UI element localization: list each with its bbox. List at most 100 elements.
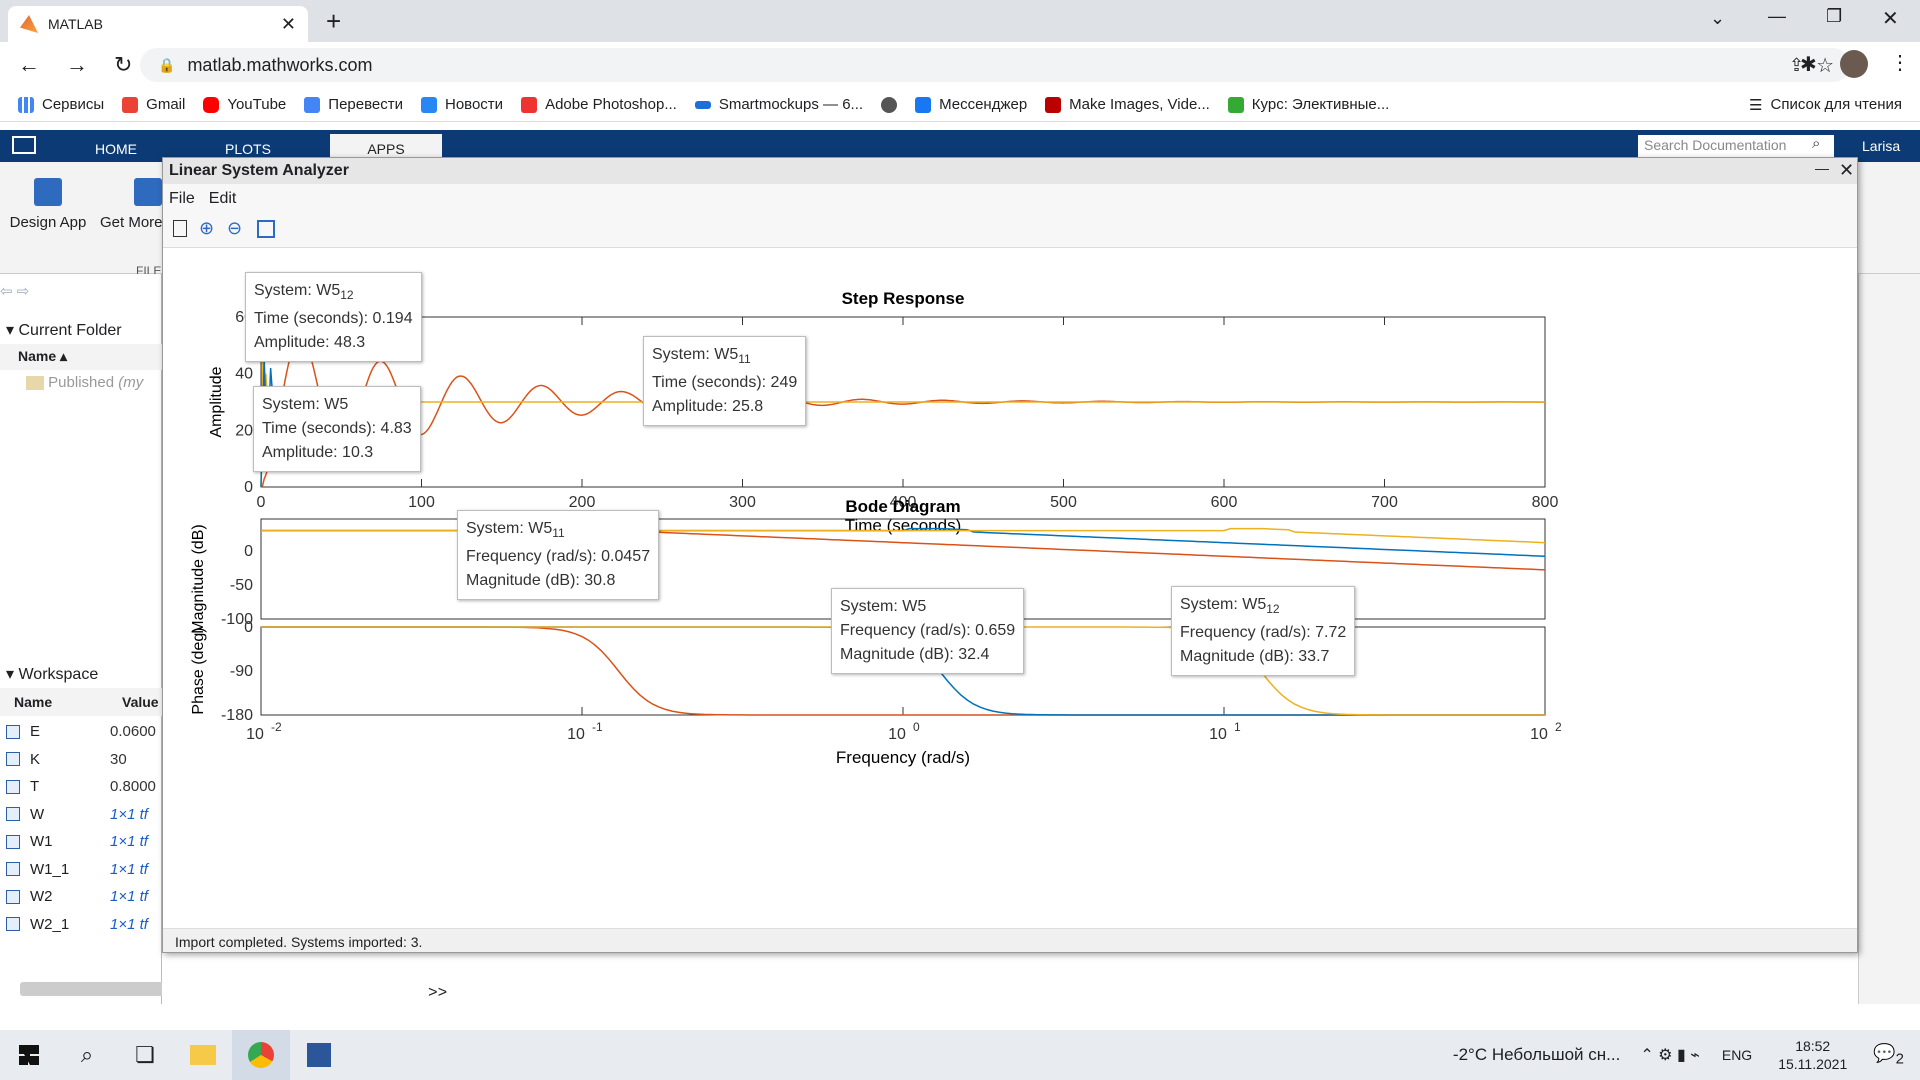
restore-icon[interactable]: ❐ [1826,6,1843,26]
workspace-header[interactable]: ▾ Workspace [6,666,99,683]
bookmark-smartmockups[interactable]: Smartmockups — 6... [694,96,863,113]
datatip[interactable]: System: W511 Time (seconds): 249 Amplitude… [643,336,807,427]
datatip-y: Amplitude: 25.8 [652,398,764,416]
tf-object-icon [6,834,20,849]
menu-edit[interactable]: Edit [208,190,237,207]
workspace-var-value: 1×1 tf [110,915,148,933]
lsa-title: Linear System Analyzer [163,158,1857,184]
step-xtick-label: 600 [1211,494,1238,511]
datatip[interactable]: System: W512 Frequency (rad/s): 7.72 Magni… [1171,586,1356,677]
clock[interactable]: 18:52 15.11.2021 [1778,1038,1848,1072]
workspace-row[interactable]: W2 1×1 tf [0,883,162,910]
bookmark-globe[interactable] [881,96,898,113]
datatip[interactable]: System: W5 Frequency (rad/s): 0.659 Magnit… [831,588,1025,674]
tab-search-icon[interactable]: ⌄ [1710,8,1726,28]
bode-xtick-label: 10 [246,726,264,743]
step-ytick-label: 40 [235,366,253,383]
status-bar: Import completed. Systems imported: 3. [163,928,1857,952]
bookmark-translate[interactable]: Перевести [304,96,403,113]
datatip[interactable]: System: W512 Time (seconds): 0.194 Amplitu… [245,272,422,363]
minimize-icon[interactable]: — [1768,6,1786,26]
design-app-button[interactable]: Design App [8,178,88,231]
workspace-row[interactable]: K 30 [0,746,162,773]
new-file-icon[interactable] [173,220,187,237]
workspace-list: E 0.0600 K 30 T 0.8000 W 1×1 tf W1 1×1 tf W1_1 1×1 … [0,718,162,968]
workspace-row[interactable]: W1_1 1×1 tf [0,856,162,883]
mag-tick-label: -100 [221,611,253,628]
extensions-icon[interactable]: ✱ [1800,54,1817,76]
bookmark-youtube[interactable]: YouTube [203,96,286,113]
lang-indicator[interactable]: ENG [1721,1047,1753,1063]
bookmark-make-images[interactable]: Make Images, Vide... [1045,96,1210,113]
lsa-minimize-icon[interactable]: — [1815,160,1829,176]
bookmark-photoshop[interactable]: Adobe Photoshop... [521,96,677,113]
reload-icon[interactable]: ↻ [114,52,133,77]
explorer-button[interactable] [174,1030,232,1080]
bookmark-services[interactable]: Сервисы [18,96,104,113]
close-tab-icon[interactable]: ✕ [280,13,296,34]
menu-file[interactable]: File [169,190,195,207]
share-icon[interactable]: ⇪ [1788,54,1805,75]
published-folder[interactable]: Published (my [26,374,160,391]
tab-plots[interactable]: PLOTS [225,141,271,157]
browser-tab[interactable]: MATLAB ✕ [8,6,308,42]
address-bar[interactable]: 🔒 matlab.mathworks.com ⇪ ☆ [140,48,1850,82]
step-xtick-label: 500 [1050,494,1077,511]
folder-icon [190,1045,216,1065]
current-folder-header[interactable]: ▾ Current Folder [6,322,122,339]
task-view-button[interactable]: ❏ [116,1030,174,1080]
notifications-icon[interactable]: 💬2 [1873,1042,1904,1068]
new-tab-button[interactable]: + [326,6,342,36]
search-documentation-input[interactable]: Search Documentation [1638,135,1834,157]
plot-config-icon[interactable] [257,220,275,238]
command-window[interactable]: >> [162,944,1920,1004]
tf-object-icon [6,917,20,931]
word-button[interactable] [290,1030,348,1080]
bookmark-gmail[interactable]: Gmail [122,96,185,113]
workspace-row[interactable]: W1 1×1 tf [0,828,162,855]
workspace-row[interactable]: W 1×1 tf [0,801,162,828]
lsa-close-icon[interactable]: ✕ [1839,160,1855,180]
step-title: Step Response [842,289,965,308]
close-window-icon[interactable]: ✕ [1882,8,1899,30]
zoom-out-icon[interactable]: ⊖ [227,218,243,238]
chrome-button[interactable] [232,1030,290,1080]
name-column-header[interactable]: Name ▴ [0,344,162,370]
user-menu[interactable]: Larisa [1862,138,1901,154]
bookmark-messenger[interactable]: Мессенджер [915,96,1027,113]
workspace-row[interactable]: T 0.8000 [0,773,162,800]
tab-home[interactable]: HOME [95,141,137,157]
zoom-in-icon[interactable]: ⊕ [199,218,215,238]
matrix-icon [6,779,20,794]
ws-name-header[interactable]: Name [14,694,53,710]
bode-xtick-exponent: -2 [271,720,282,734]
bookmark-course[interactable]: Курс: Элективные... [1227,96,1389,113]
browser-menu-icon[interactable]: ⋮ [1890,52,1910,74]
search-icon[interactable]: ⌕ [1812,135,1821,152]
start-button[interactable] [0,1030,58,1080]
bookmark-news[interactable]: Новости [420,96,503,113]
profile-avatar[interactable] [1840,50,1868,78]
weather-text[interactable]: -2°C Небольшой сн... [1452,1045,1621,1064]
forward-icon[interactable]: → [66,52,88,77]
ws-value-header[interactable]: Value [122,694,159,710]
datatip-x: Frequency (rad/s): 7.72 [1180,624,1347,642]
reading-list[interactable]: ☰ Список для чтения [1749,96,1902,114]
workspace-row[interactable]: W2_1 1×1 tf [0,911,162,938]
datatip[interactable]: System: W511 Frequency (rad/s): 0.0457 Mag… [457,510,660,601]
datatip-x: Frequency (rad/s): 0.659 [840,622,1016,639]
workspace-var-value: 1×1 tf [110,805,148,823]
windows-icon [19,1045,39,1065]
search-taskbar-button[interactable]: ⌕ [58,1030,116,1080]
folder-icon [26,376,44,391]
get-more-apps-button[interactable]: Get More [100,178,162,231]
matlab-home-icon[interactable] [12,136,36,154]
datatip[interactable]: System: W5 Time (seconds): 4.83 Amplitude:… [253,386,421,472]
step-ytick-label: 20 [235,422,253,439]
bookmark-star-icon[interactable]: ☆ [1816,54,1834,77]
back-icon[interactable]: ← [18,52,40,77]
workspace-row[interactable]: E 0.0600 [0,718,162,745]
bode-xlabel: Frequency (rad/s) [836,748,970,767]
tray-icons[interactable]: ⌃ ⚙ ▮ ⌁ [1640,1047,1700,1064]
workspace-var-name: E [30,723,41,740]
